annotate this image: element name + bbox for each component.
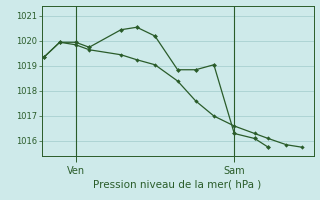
X-axis label: Pression niveau de la mer( hPa ): Pression niveau de la mer( hPa ) [93, 179, 262, 189]
